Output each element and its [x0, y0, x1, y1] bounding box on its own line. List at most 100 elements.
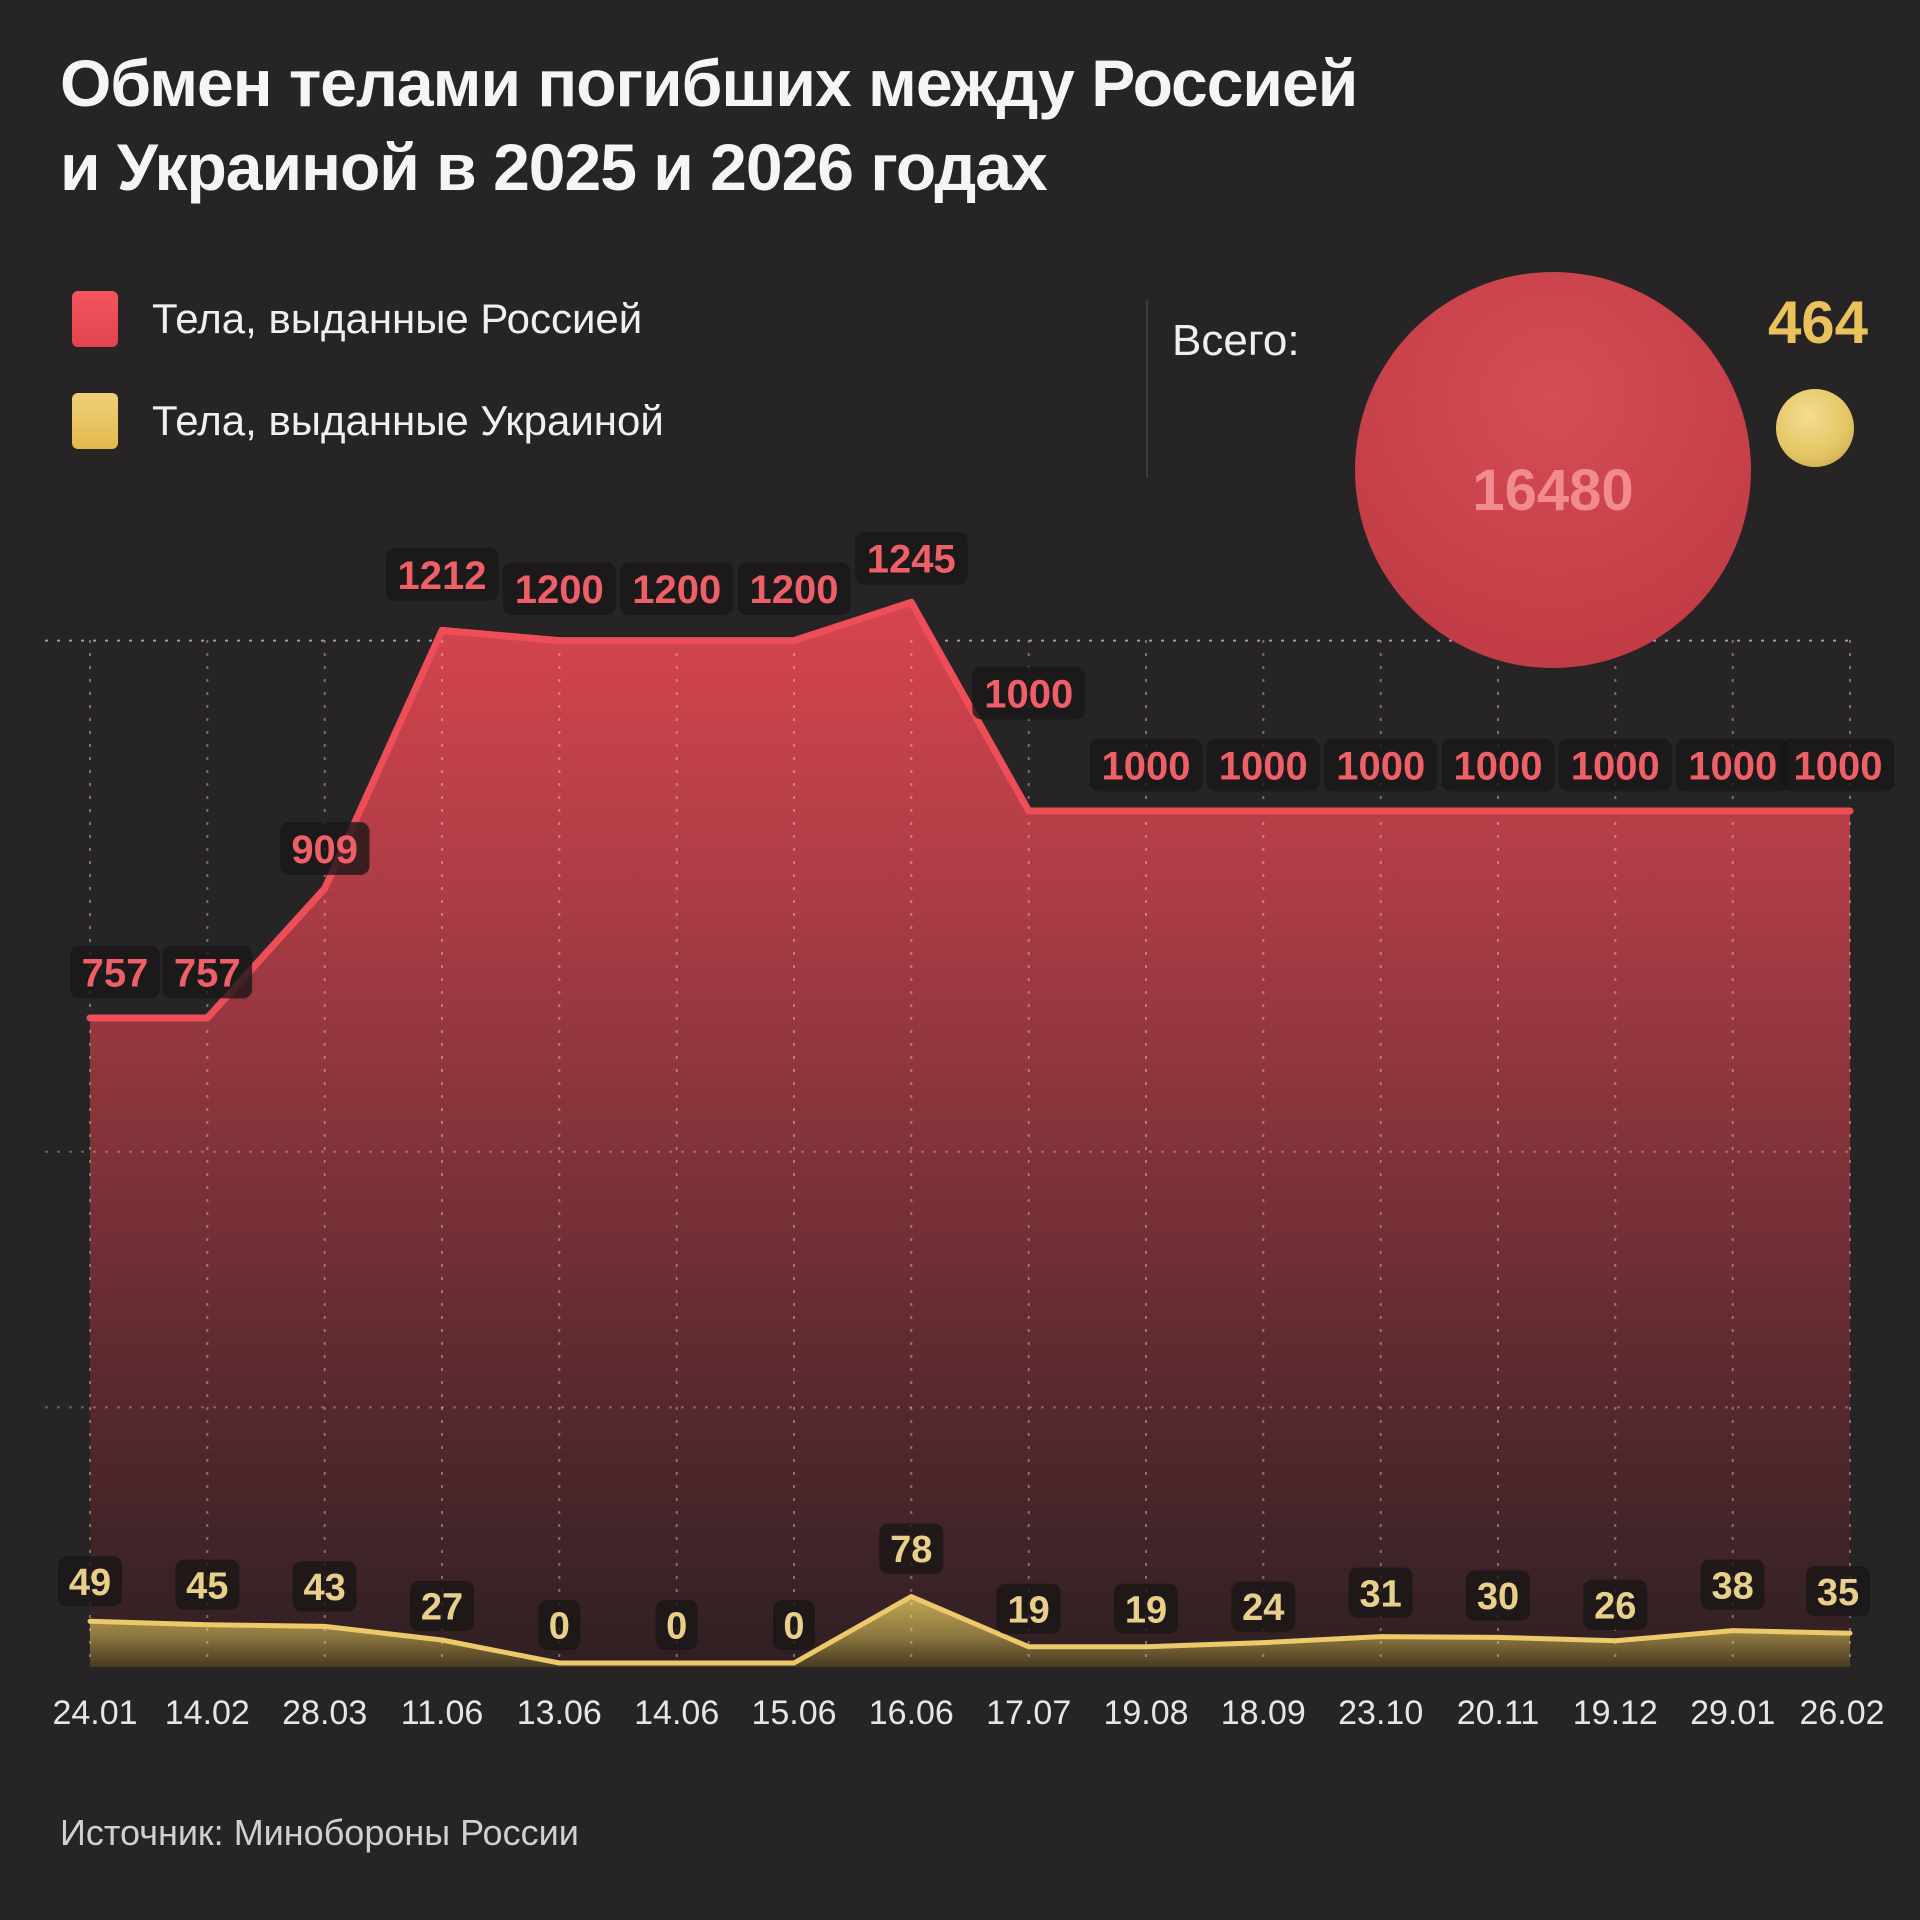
legend-item-ukraine: Тела, выданные Украиной	[72, 392, 664, 450]
svg-text:1000: 1000	[1571, 744, 1660, 788]
ukraine-value-label: 38	[1700, 1559, 1765, 1610]
svg-text:909: 909	[291, 828, 358, 872]
ukraine-value-label: 43	[292, 1561, 357, 1612]
svg-text:1000: 1000	[1336, 744, 1425, 788]
svg-text:0: 0	[666, 1606, 687, 1648]
ukraine-value-label: 0	[655, 1599, 698, 1651]
svg-text:19: 19	[1125, 1590, 1167, 1632]
ukraine-total-bubble	[1776, 389, 1854, 467]
date-label: 26.02	[1799, 1694, 1884, 1732]
ukraine-value-label: 19	[1114, 1583, 1179, 1634]
svg-text:45: 45	[186, 1565, 228, 1607]
date-label: 15.06	[751, 1694, 836, 1732]
russia-value-label: 1000	[1089, 738, 1203, 792]
date-label: 14.02	[165, 1694, 250, 1732]
svg-text:757: 757	[82, 951, 149, 995]
svg-text:1212: 1212	[398, 554, 487, 598]
date-label: 18.09	[1221, 1694, 1306, 1732]
russia-value-label: 1000	[1676, 738, 1790, 792]
svg-text:35: 35	[1817, 1572, 1859, 1614]
ukraine-value-label: 24	[1231, 1581, 1296, 1632]
russia-value-label: 1245	[854, 531, 968, 585]
ukraine-value-label: 27	[410, 1580, 475, 1632]
russia-value-label: 1200	[620, 562, 734, 615]
ukraine-value-label: 26	[1583, 1579, 1648, 1630]
ukraine-value-label: 31	[1348, 1567, 1413, 1618]
russia-value-label: 1000	[1558, 738, 1672, 792]
russia-value-label: 909	[279, 822, 370, 875]
legend-item-russia: Тела, выданные Россией	[72, 290, 664, 348]
ukraine-value-label: 45	[175, 1559, 240, 1610]
ukraine-value-label: 49	[58, 1556, 123, 1607]
page-title: Обмен телами погибших между Россией и Ук…	[60, 42, 1620, 210]
svg-text:1200: 1200	[750, 568, 839, 612]
ukraine-value-label: 19	[996, 1583, 1061, 1634]
svg-text:38: 38	[1712, 1565, 1754, 1607]
russia-value-label: 757	[162, 945, 253, 999]
title-line-1: Обмен телами погибших между Россией	[60, 46, 1358, 120]
svg-text:31: 31	[1360, 1573, 1402, 1615]
svg-text:1200: 1200	[632, 568, 721, 612]
russia-total-bubble: 16480	[1355, 272, 1751, 668]
ukraine-value-label: 30	[1466, 1570, 1531, 1621]
date-label: 16.06	[869, 1694, 954, 1732]
svg-text:43: 43	[304, 1567, 346, 1609]
date-label: 23.10	[1338, 1694, 1423, 1732]
date-label: 11.06	[401, 1694, 484, 1732]
svg-text:1000: 1000	[1454, 744, 1543, 788]
date-label: 19.08	[1103, 1694, 1188, 1732]
russia-value-label: 1212	[385, 548, 499, 601]
totals-label: Всего:	[1172, 316, 1300, 365]
svg-text:757: 757	[174, 951, 241, 995]
svg-text:49: 49	[69, 1562, 111, 1604]
ukraine-total-value: 464	[1767, 289, 1869, 356]
russia-value-label: 1200	[502, 562, 616, 615]
russia-value-label: 1000	[1441, 738, 1555, 792]
date-label: 17.07	[986, 1694, 1071, 1732]
ukraine-value-label: 35	[1806, 1566, 1871, 1617]
source-note: Источник: Минобороны России	[60, 1812, 579, 1853]
date-label: 28.03	[282, 1694, 367, 1732]
svg-text:19: 19	[1008, 1590, 1050, 1632]
vertical-divider	[1146, 300, 1148, 478]
date-label: 20.11	[1457, 1694, 1540, 1732]
russia-value-label: 1000	[1206, 738, 1320, 792]
ukraine-value-label: 0	[538, 1599, 581, 1651]
ukraine-value-label: 0	[773, 1599, 815, 1651]
ukraine-area	[90, 1596, 1850, 1667]
svg-text:26: 26	[1594, 1586, 1636, 1628]
legend-label-russia: Тела, выданные Россией	[152, 295, 643, 342]
russia-line	[86, 598, 1854, 1022]
svg-text:1000: 1000	[1688, 744, 1777, 788]
svg-text:30: 30	[1477, 1576, 1519, 1618]
date-label: 14.06	[634, 1694, 719, 1732]
russia-value-label: 1000	[1324, 738, 1438, 792]
svg-text:1000: 1000	[1219, 744, 1308, 788]
date-label: 19.12	[1573, 1694, 1658, 1732]
svg-text:78: 78	[890, 1529, 932, 1571]
title-line-2: и Украиной в 2025 и 2026 годах	[60, 129, 1048, 204]
svg-text:1200: 1200	[515, 568, 604, 612]
ukraine-swatch-icon	[72, 393, 118, 449]
legend-label-ukraine: Тела, выданные Украиной	[152, 397, 664, 444]
svg-text:0: 0	[783, 1606, 804, 1648]
russia-swatch-icon	[72, 291, 118, 347]
svg-text:1000: 1000	[1794, 744, 1883, 788]
svg-text:1000: 1000	[1102, 744, 1191, 788]
date-label: 13.06	[517, 1694, 602, 1732]
ukraine-line	[87, 1594, 1853, 1666]
svg-text:24: 24	[1242, 1587, 1284, 1629]
russia-area	[90, 602, 1850, 1663]
ukraine-value-label: 78	[879, 1523, 944, 1574]
date-label: 29.01	[1690, 1694, 1775, 1732]
russia-value-label: 1000	[972, 666, 1086, 720]
legend: Тела, выданные Россией Тела, выданные Ук…	[72, 290, 664, 494]
russia-value-label: 757	[70, 945, 160, 999]
russia-total-value: 16480	[1472, 457, 1634, 523]
svg-text:27: 27	[421, 1587, 463, 1629]
svg-text:0: 0	[549, 1606, 570, 1648]
russia-value-label: 1000	[1781, 738, 1895, 792]
svg-text:1000: 1000	[984, 672, 1073, 716]
russia-value-label: 1200	[737, 562, 851, 615]
